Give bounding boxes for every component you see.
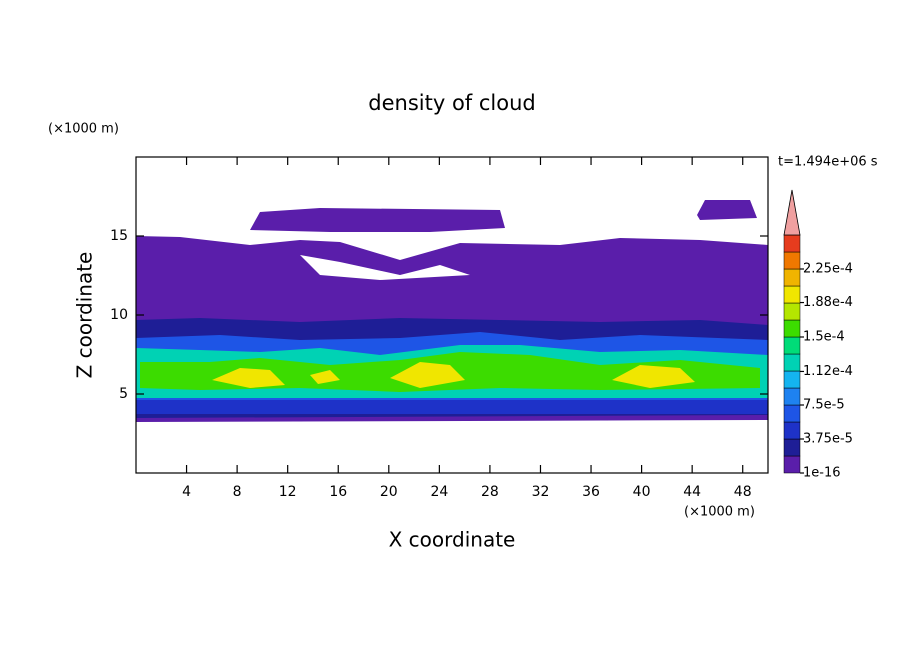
x-tick-label: 48 (734, 484, 752, 500)
x-tick-label: 40 (633, 484, 651, 500)
x-tick-label: 24 (430, 484, 448, 500)
x-tick-label: 16 (329, 484, 347, 500)
colorbar-over-arrow (783, 189, 801, 236)
colorbar-segment (783, 455, 801, 474)
colorbar-tick-label: 1.5e-4 (803, 330, 845, 345)
colorbar-tick-label: 2.25e-4 (803, 262, 853, 277)
x-tick-label: 32 (532, 484, 550, 500)
y-axis-label: Z coordinate (73, 252, 97, 379)
chart-title: density of cloud (368, 91, 535, 115)
colorbar-tick-label: 7.5e-5 (803, 398, 845, 413)
y-tick-label: 10 (110, 307, 128, 323)
x-tick-label: 12 (279, 484, 297, 500)
colorbar-segment (783, 421, 801, 440)
colorbar-segment (783, 336, 801, 355)
x-tick-label: 28 (481, 484, 499, 500)
colorbar-tick-label: 3.75e-5 (803, 432, 853, 447)
colorbar-segment (783, 438, 801, 457)
colorbar-segment (783, 387, 801, 406)
colorbar-segment (783, 251, 801, 270)
y-tick-label: 5 (119, 386, 128, 402)
y-tick-label: 15 (110, 228, 128, 244)
x-axis-label: X coordinate (389, 528, 516, 552)
colorbar-segment (783, 353, 801, 372)
x-tick-label: 4 (182, 484, 191, 500)
colorbar-segment (783, 234, 801, 253)
colorbar-tick-label: 1.88e-4 (803, 295, 853, 310)
x-tick-label: 8 (233, 484, 242, 500)
time-label: t=1.494e+06 s (778, 155, 878, 170)
colorbar-segment (783, 319, 801, 338)
colorbar-segment (783, 268, 801, 287)
x-tick-label: 20 (380, 484, 398, 500)
colorbar-segment (783, 302, 801, 321)
colorbar-segment (783, 404, 801, 423)
contour-field (136, 200, 768, 422)
x-unit: (×1000 m) (684, 505, 755, 520)
x-tick-label: 36 (582, 484, 600, 500)
colorbar-tick-label: 1.12e-4 (803, 364, 853, 379)
x-tick-label: 44 (683, 484, 701, 500)
colorbar-tick-label: 1e-16 (803, 466, 841, 481)
colorbar-segment (783, 370, 801, 389)
y-unit: (×1000 m) (48, 122, 119, 137)
colorbar-segment (783, 285, 801, 304)
